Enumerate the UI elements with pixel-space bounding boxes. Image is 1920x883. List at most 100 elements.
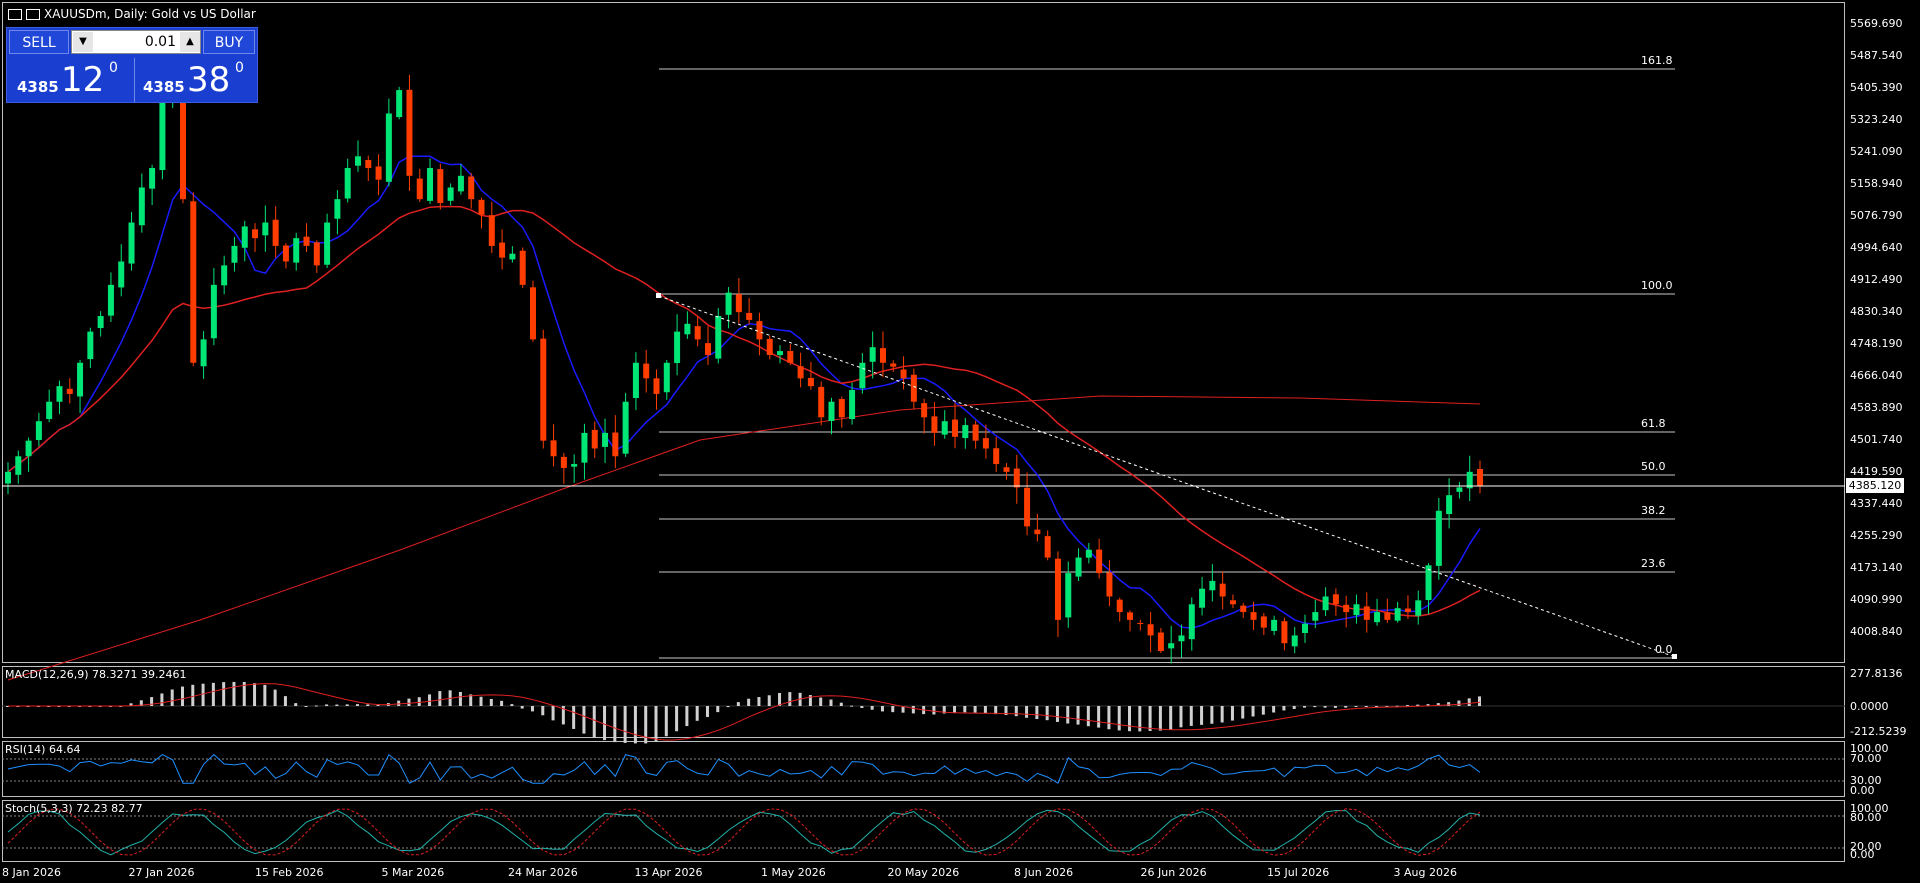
fibonacci-retracement[interactable] [659, 68, 1675, 659]
macd-axis-bottom: -212.5239 [1850, 725, 1907, 738]
macd-bar [469, 694, 473, 706]
macd-bar [211, 682, 215, 706]
price-axis-label: 4419.590 [1850, 465, 1903, 478]
candle-body [684, 323, 691, 335]
candle-body [1219, 583, 1226, 597]
macd-bar [191, 684, 195, 706]
macd-bar [222, 682, 226, 706]
lot-decrease-button[interactable]: ▼ [73, 32, 93, 52]
price-axis-label: 4255.290 [1850, 529, 1903, 542]
buy-quote[interactable]: 4385 38 0 [134, 58, 257, 102]
main-chart-pane[interactable] [2, 2, 1845, 663]
macd-bar [1189, 706, 1193, 726]
macd-bar [520, 706, 524, 709]
candle-body [756, 321, 763, 340]
macd-bar [963, 706, 967, 713]
sell-quote[interactable]: 4385 12 0 [9, 58, 131, 102]
sell-button[interactable]: SELL [9, 30, 69, 54]
candle-body [921, 403, 928, 418]
stoch-pane[interactable] [2, 800, 1845, 862]
fib-level-label: 0.0 [1655, 643, 1673, 656]
candle-body [1065, 573, 1072, 618]
rsi-line [7, 753, 1481, 784]
macd-bar [592, 706, 596, 738]
date-axis-label: 27 Jan 2026 [128, 866, 195, 879]
date-axis-label: 20 May 2026 [887, 866, 960, 879]
candle-body [540, 338, 547, 441]
macd-bar [891, 706, 895, 713]
date-axis-label: 24 Mar 2026 [508, 866, 578, 879]
candle-body [1477, 468, 1483, 486]
macd-bar [1210, 706, 1214, 724]
macd-bar [1045, 706, 1049, 721]
price-axis-label: 4173.140 [1850, 561, 1903, 574]
macd-bar [1323, 706, 1327, 708]
macd-bar [1169, 706, 1173, 730]
candle-body [1291, 635, 1298, 647]
candle-body [1374, 612, 1381, 623]
macd-bar [1395, 705, 1399, 707]
rsi-axis-100: 100.00 [1850, 742, 1889, 755]
macd-bar [129, 703, 133, 706]
date-axis-label: 15 Feb 2026 [255, 866, 324, 879]
macd-bar [870, 706, 874, 710]
macd-bar [355, 704, 359, 706]
lot-increase-button[interactable]: ▲ [180, 32, 200, 52]
macd-bar [304, 706, 308, 707]
buy-price-pips: 38 [187, 60, 231, 100]
macd-bar [716, 706, 720, 713]
candle-body [1168, 643, 1175, 649]
macd-bar [788, 692, 792, 706]
fib-level-label: 23.6 [1641, 557, 1666, 570]
candle-body [581, 432, 588, 463]
candle-body [118, 261, 125, 288]
macd-bar [1416, 704, 1420, 706]
candle-body [643, 363, 650, 379]
candle-body [982, 438, 989, 449]
candle-body [262, 222, 269, 236]
candle-body [704, 343, 711, 355]
macd-bar [417, 697, 421, 706]
buy-button[interactable]: BUY [203, 30, 255, 54]
candles-icon[interactable] [26, 8, 40, 20]
macd-bar [685, 706, 689, 727]
macd-bar [633, 706, 637, 744]
candle-body [159, 97, 166, 171]
price-axis-label: 4501.740 [1850, 433, 1903, 446]
candle-body [509, 253, 516, 260]
buy-price-fraction: 0 [235, 60, 244, 76]
chart-window-icon[interactable] [8, 8, 22, 20]
macd-bar [654, 706, 658, 742]
macd-bar [778, 693, 782, 706]
buy-price-prefix: 4385 [143, 78, 185, 96]
candle-body [674, 331, 681, 364]
candle-body [787, 351, 794, 363]
candle-body [1322, 596, 1329, 611]
trendline-line [658, 295, 1676, 658]
lot-size-input[interactable] [94, 32, 180, 52]
candle-body [1137, 622, 1144, 624]
macd-bar [1107, 706, 1111, 730]
macd-bar [850, 705, 854, 707]
macd-bar [1138, 706, 1142, 732]
candle-body [529, 287, 536, 340]
macd-bar [1179, 706, 1183, 728]
price-axis-label: 4666.040 [1850, 369, 1903, 382]
rsi-pane[interactable] [2, 741, 1845, 797]
candle-body [149, 168, 156, 189]
macd-bar [767, 695, 771, 706]
candle-body [1199, 588, 1206, 608]
fast-ma-line [7, 155, 1481, 629]
macd-bar [1220, 706, 1224, 723]
macd-pane[interactable] [2, 666, 1845, 738]
candle-body [1312, 612, 1319, 621]
trendline[interactable] [656, 293, 1677, 659]
chart-title-bar: XAUUSDm, Daily: Gold vs US Dollar [8, 7, 256, 21]
candle-body [365, 160, 372, 169]
candle-body [571, 464, 578, 467]
candle-body [1116, 599, 1123, 613]
macd-bar [953, 706, 957, 714]
candle-body [1271, 619, 1278, 631]
macd-bar [1004, 706, 1008, 716]
